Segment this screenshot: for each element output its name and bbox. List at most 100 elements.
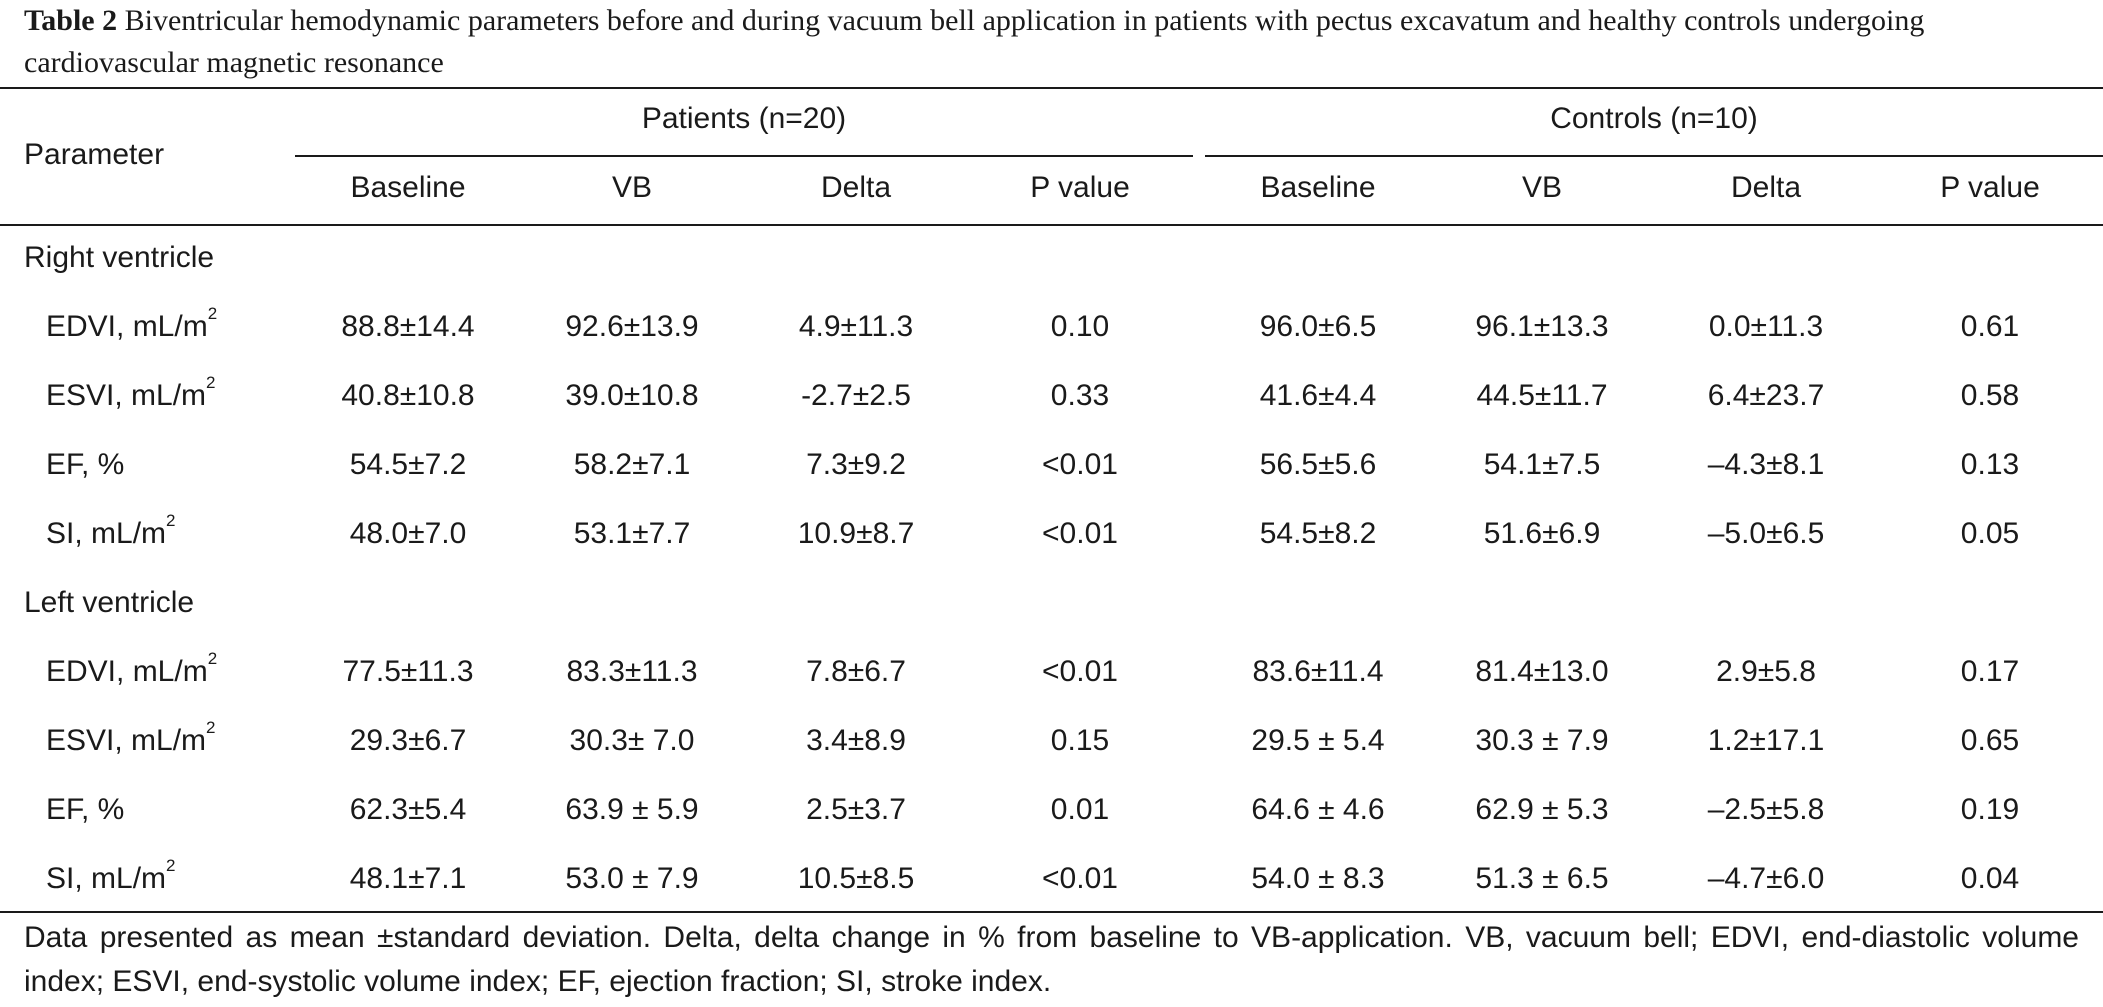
- row-label-text: EDVI, mL/m: [46, 655, 208, 688]
- table-cell: 2.9±5.8: [1716, 655, 1816, 688]
- table-cell: 0.0±11.3: [1708, 310, 1824, 343]
- table-cell: 0.01: [1050, 793, 1110, 826]
- table-cell: 0.58: [1960, 379, 2020, 412]
- unit-superscript: 2: [206, 373, 216, 392]
- table-cell: 41.6±4.4: [1259, 379, 1377, 412]
- table-cell: 54.5±8.2: [1259, 517, 1377, 550]
- table-cell: 10.5±8.5: [797, 862, 915, 895]
- header-bottom-rule: [0, 224, 2103, 226]
- section-title: Right ventricle: [24, 241, 215, 274]
- column-header: P value: [1940, 171, 2040, 204]
- table-cell: 64.6 ± 4.6: [1251, 793, 1385, 826]
- table-cell: 7.3±9.2: [806, 448, 906, 481]
- table-cell: 0.33: [1050, 379, 1110, 412]
- table-cell: –2.5±5.8: [1707, 793, 1825, 826]
- table-cell: 56.5±5.6: [1259, 448, 1377, 481]
- table-cell: 81.4±13.0: [1475, 655, 1609, 688]
- table-cell: 96.0±6.5: [1259, 310, 1377, 343]
- row-label-text: EDVI, mL/m: [46, 310, 208, 343]
- table-cell: 0.04: [1960, 862, 2020, 895]
- table-cell: 83.3±11.3: [566, 655, 698, 688]
- table-cell: –5.0±6.5: [1707, 517, 1825, 550]
- table-cell: 0.05: [1960, 517, 2020, 550]
- column-header: VB: [611, 171, 653, 204]
- header-group-patients: Patients (n=20): [641, 102, 847, 135]
- row-label: EF, %: [46, 448, 124, 482]
- header-group-controls: Controls (n=10): [1550, 102, 1758, 135]
- column-header: Delta: [1730, 171, 1802, 204]
- table-cell: 48.1±7.1: [349, 862, 467, 895]
- table-cell: <0.01: [1042, 655, 1118, 688]
- section-title: Left ventricle: [24, 586, 195, 619]
- table-title: Biventricular hemodynamic parameters bef…: [24, 4, 1925, 79]
- row-label: EF, %: [46, 793, 124, 827]
- table-cell: 39.0±10.8: [565, 379, 699, 412]
- table-cell: 51.6±6.9: [1483, 517, 1601, 550]
- table-cell: 96.1±13.3: [1475, 310, 1609, 343]
- table-cell: –4.7±6.0: [1707, 862, 1825, 895]
- table-cell: 30.3 ± 7.9: [1475, 724, 1609, 757]
- table-cell: 3.4±8.9: [806, 724, 906, 757]
- table-cell: 1.2±17.1: [1707, 724, 1825, 757]
- table-cell: 54.1±7.5: [1483, 448, 1601, 481]
- table-cell: 4.9±11.3: [798, 310, 914, 343]
- table-footnote: Data presented as mean ±standard deviati…: [24, 921, 2079, 998]
- column-header: Baseline: [350, 171, 466, 204]
- table-cell: 0.10: [1050, 310, 1110, 343]
- table-cell: 54.5±7.2: [349, 448, 467, 481]
- table-cell: 7.8±6.7: [806, 655, 906, 688]
- table-cell: 0.19: [1960, 793, 2020, 826]
- table-cell: 10.9±8.7: [797, 517, 915, 550]
- table-cell: 6.4±23.7: [1707, 379, 1825, 412]
- unit-superscript: 2: [166, 511, 176, 530]
- row-label: EDVI, mL/m2: [46, 649, 217, 689]
- row-label-text: SI, mL/m: [46, 517, 167, 550]
- table-label: Table 2: [24, 4, 118, 37]
- table-cell: 0.15: [1050, 724, 1110, 757]
- table-cell: 53.1±7.7: [573, 517, 691, 550]
- table-cell: 40.8±10.8: [341, 379, 475, 412]
- table-cell: 83.6±11.4: [1252, 655, 1384, 688]
- bottom-rule: [0, 911, 2103, 913]
- header-parameter: Parameter: [24, 138, 165, 171]
- row-label: ESVI, mL/m2: [46, 718, 216, 758]
- column-header: Delta: [820, 171, 892, 204]
- table-cell: 88.8±14.4: [341, 310, 475, 343]
- table-cell: 51.3 ± 6.5: [1475, 862, 1609, 895]
- row-label-text: ESVI, mL/m: [46, 724, 207, 757]
- table-cell: 63.9 ± 5.9: [565, 793, 699, 826]
- row-label: SI, mL/m2: [46, 511, 175, 551]
- patients-group-rule: [295, 155, 1193, 157]
- table-cell: 58.2±7.1: [573, 448, 691, 481]
- table-cell: –4.3±8.1: [1707, 448, 1825, 481]
- row-label-text: SI, mL/m: [46, 862, 167, 895]
- controls-group-rule: [1205, 155, 2103, 157]
- row-label: EDVI, mL/m2: [46, 304, 217, 344]
- row-label: SI, mL/m2: [46, 856, 175, 896]
- table-cell: 44.5±11.7: [1476, 379, 1608, 412]
- table-cell: 53.0 ± 7.9: [565, 862, 699, 895]
- table-cell: 30.3± 7.0: [569, 724, 695, 757]
- row-label-text: ESVI, mL/m: [46, 379, 207, 412]
- column-header: VB: [1521, 171, 1563, 204]
- unit-superscript: 2: [207, 649, 218, 668]
- row-label-text: EF, %: [46, 793, 125, 826]
- table-cell: 92.6±13.9: [565, 310, 699, 343]
- table-cell: 0.17: [1960, 655, 2020, 688]
- row-label: ESVI, mL/m2: [46, 373, 216, 413]
- table-cell: 77.5±11.3: [342, 655, 474, 688]
- table-cell: 2.5±3.7: [806, 793, 906, 826]
- column-header: Baseline: [1260, 171, 1376, 204]
- table-cell: 62.3±5.4: [349, 793, 467, 826]
- table-cell: <0.01: [1042, 448, 1118, 481]
- unit-superscript: 2: [166, 856, 176, 875]
- table-cell: <0.01: [1042, 517, 1118, 550]
- table-cell: 29.3±6.7: [349, 724, 467, 757]
- top-rule: [0, 87, 2103, 89]
- table-caption: Table 2 Biventricular hemodynamic parame…: [24, 0, 2094, 84]
- table-cell: 0.61: [1960, 310, 2020, 343]
- column-header: P value: [1030, 171, 1130, 204]
- table-cell: 48.0±7.0: [349, 517, 467, 550]
- table-cell: 0.13: [1960, 448, 2020, 481]
- table-cell: -2.7±2.5: [801, 379, 911, 412]
